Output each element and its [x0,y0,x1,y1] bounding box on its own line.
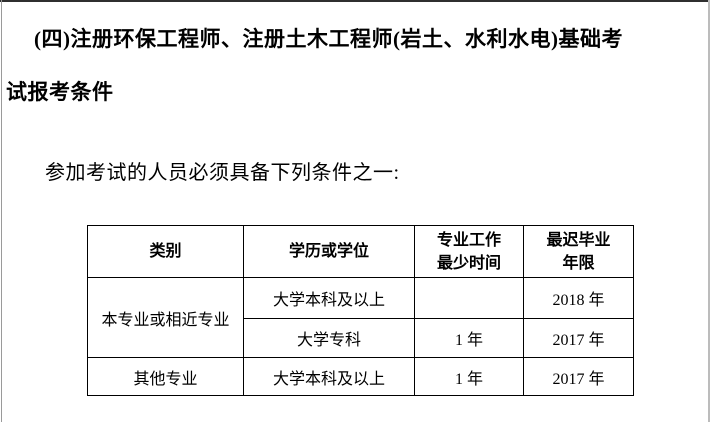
cell-latest-graduation: 2018 年 [523,277,634,319]
cell-latest-graduation: 2017 年 [523,357,634,396]
cell-education: 大学本科及以上 [243,357,415,396]
cell-category-other-major: 其他专业 [87,357,244,396]
cell-education: 大学专科 [243,318,415,358]
table-header-row: 类别 学历或学位 专业工作 最少时间 最迟毕业 年限 [87,225,634,278]
table-row: 大学专科 1 年 2017 年 [88,318,634,358]
cell-min-work-time [414,277,524,319]
section-heading-line-1: (四)注册环保工程师、注册土木工程师(岩土、水利水电)基础考 [34,27,623,51]
cell-category-same-major: 本专业或相近专业 [87,277,244,358]
header-cell-min-work-time: 专业工作 最少时间 [414,225,524,278]
cell-min-work-time: 1 年 [414,357,524,396]
intro-paragraph: 参加考试的人员必须具备下列条件之一: [45,162,400,184]
page-right-edge [708,0,710,422]
cell-latest-graduation: 2017 年 [523,318,634,358]
table-row: 本专业或相近专业 大学本科及以上 2018 年 [87,277,634,358]
header-cell-education: 学历或学位 [243,225,415,278]
page-top-edge [0,0,708,2]
cell-min-work-time: 1 年 [414,318,524,358]
section-heading-line-2: 试报考条件 [6,80,114,104]
page-left-edge [1,0,2,422]
table-row: 其他专业 大学本科及以上 1 年 2017 年 [87,357,634,396]
exam-conditions-table: 类别 学历或学位 专业工作 最少时间 最迟毕业 年限 本专业或相近专业 大学本科… [87,225,634,396]
cell-education: 大学本科及以上 [243,277,415,319]
header-cell-category: 类别 [87,225,244,278]
header-cell-latest-graduation: 最迟毕业 年限 [523,225,634,278]
